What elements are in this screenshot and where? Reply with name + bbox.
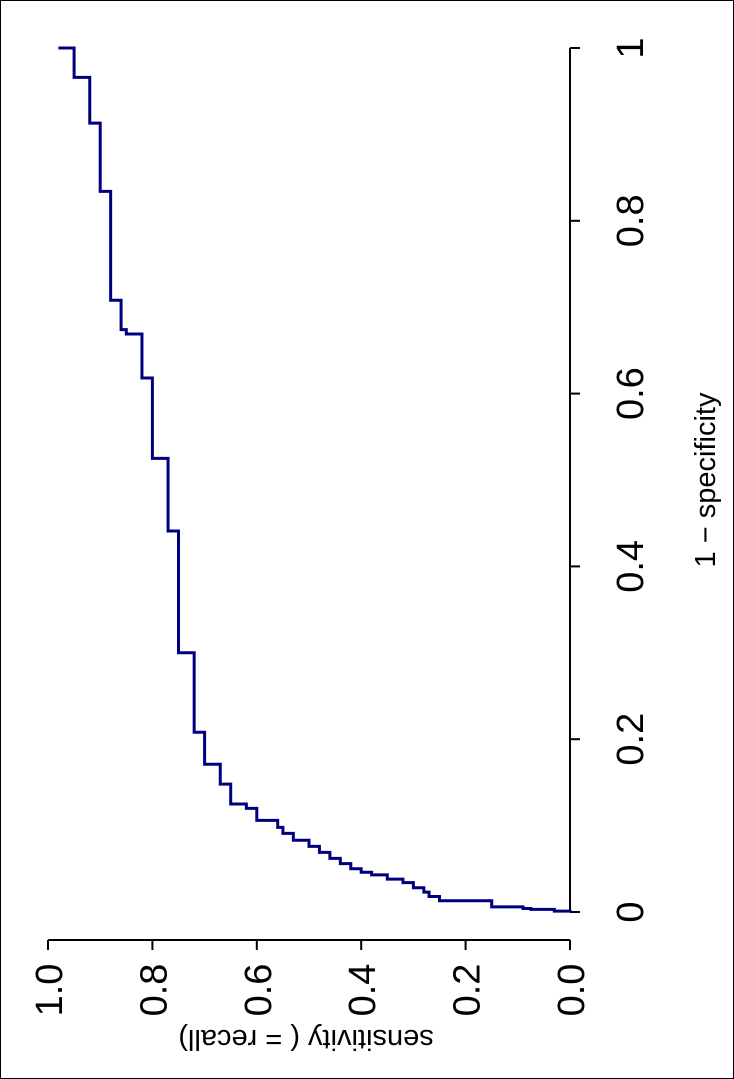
x-axis-title: 1 − specificity — [690, 392, 722, 567]
roc-curve-line — [58, 46, 572, 913]
x-axis-ticks: 0 0.2 0.4 0.6 0.8 1 — [570, 37, 652, 923]
x-tick-label: 0.6 — [610, 367, 652, 420]
y-axis-ticks: 0.0 0.2 0.4 0.6 0.8 1.0 — [29, 940, 593, 1016]
x-tick-label: 0 — [610, 901, 652, 922]
y-tick-label: 1.0 — [29, 964, 71, 1017]
y-tick-label: 0.8 — [133, 964, 175, 1017]
y-tick-label: 0.4 — [342, 964, 384, 1017]
x-tick-label: 1 — [610, 37, 652, 58]
x-tick-label: 0.4 — [610, 540, 652, 593]
x-tick-label: 0.8 — [610, 194, 652, 247]
y-axis-title: sensitivity ( = recall) — [178, 1023, 433, 1055]
y-tick-label: 0.2 — [447, 964, 489, 1017]
x-tick-label: 0.2 — [610, 713, 652, 766]
y-tick-label: 0.6 — [238, 964, 280, 1017]
y-tick-label: 0.0 — [551, 964, 593, 1017]
